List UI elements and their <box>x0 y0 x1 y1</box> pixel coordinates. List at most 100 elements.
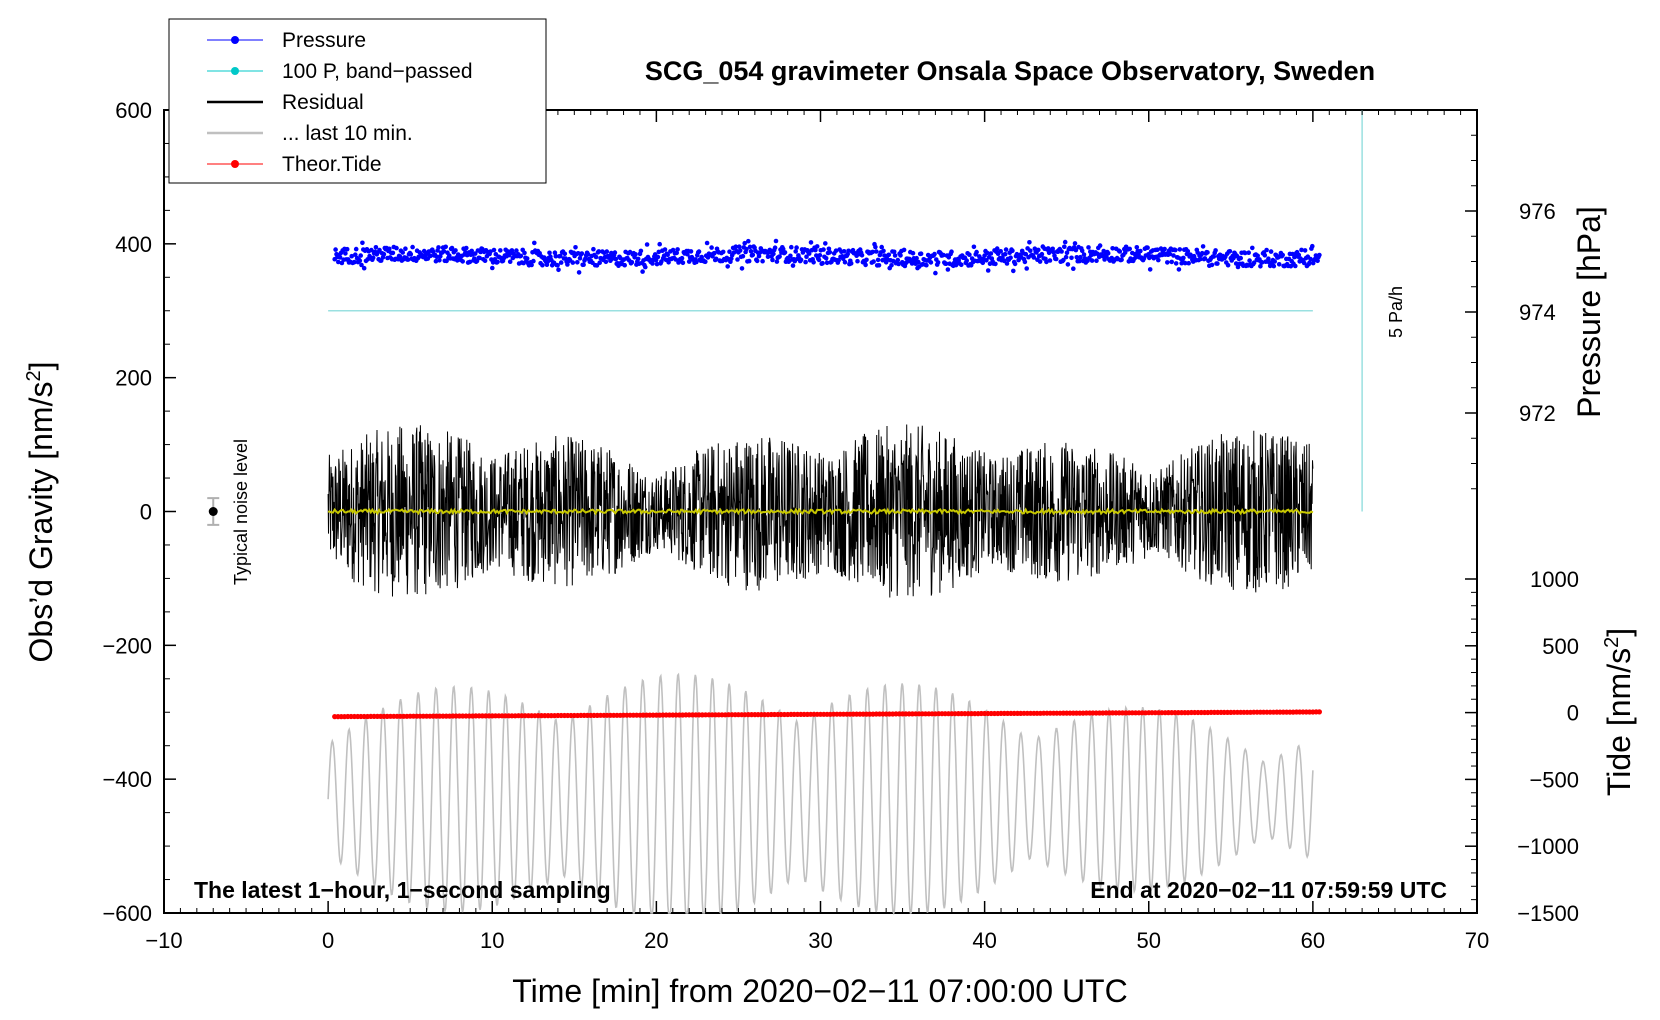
pressure-point <box>1173 261 1179 266</box>
pressure-point <box>613 256 619 262</box>
pressure-point <box>532 240 537 246</box>
tide-tick-label: 500 <box>1542 634 1579 659</box>
pressure-point <box>675 247 680 252</box>
y-axis-label-tide: Tide [nm/s2] <box>1601 628 1637 796</box>
pressure-point <box>397 254 403 260</box>
pressure-point <box>993 261 998 267</box>
rate-marker-label: 5 Pa/h <box>1386 286 1406 338</box>
pressure-point <box>545 259 551 264</box>
legend-label: Theor.Tide <box>282 153 382 176</box>
pressure-point <box>555 263 560 268</box>
pressure-point <box>390 250 396 256</box>
pressure-point <box>1258 264 1263 269</box>
series-last-10-min <box>327 672 1314 916</box>
pressure-point <box>1064 250 1070 255</box>
noise-level-label: Typical noise level <box>231 439 251 585</box>
pressure-point <box>886 252 892 258</box>
pressure-point <box>1122 250 1128 255</box>
pressure-point <box>892 253 898 258</box>
pressure-point <box>467 259 473 265</box>
pressure-point <box>1176 267 1182 272</box>
pressure-point <box>1134 245 1140 250</box>
pressure-point <box>725 264 730 269</box>
pressure-point <box>635 256 641 262</box>
pressure-point <box>674 250 679 256</box>
y-tick-label: 400 <box>115 232 152 257</box>
pressure-point <box>575 260 580 265</box>
noise-point <box>208 507 218 516</box>
pressure-point <box>1062 239 1068 245</box>
pressure-point <box>428 253 433 259</box>
pressure-point <box>859 253 865 258</box>
pressure-point <box>622 262 627 268</box>
pressure-point <box>558 260 564 265</box>
pressure-point <box>748 249 754 254</box>
pressure-point <box>1073 247 1079 253</box>
pressure-point <box>603 259 609 265</box>
pressure-point <box>1276 262 1282 267</box>
pressure-point <box>679 255 685 261</box>
pressure-point <box>531 258 536 264</box>
pressure-point <box>495 259 500 265</box>
y-tick-label: −400 <box>102 767 152 792</box>
pressure-point <box>712 250 717 256</box>
pressure-point <box>747 244 753 250</box>
pressure-point <box>875 257 881 263</box>
pressure-point <box>1069 255 1074 261</box>
pressure-point <box>703 259 708 265</box>
pressure-point <box>556 267 561 273</box>
pressure-point <box>1028 248 1033 253</box>
pressure-point <box>916 259 921 265</box>
pressure-point <box>1266 256 1271 262</box>
pressure-point <box>1147 267 1153 272</box>
pressure-point <box>794 245 799 250</box>
pressure-point <box>1264 247 1269 253</box>
pressure-point <box>876 263 882 268</box>
annotation-end-time: End at 2020−02−11 07:59:59 UTC <box>1090 877 1447 903</box>
pressure-point <box>369 247 374 253</box>
tide-point <box>1316 709 1322 715</box>
series-residual <box>327 424 1314 598</box>
pressure-point <box>840 256 846 262</box>
pressure-point <box>709 245 714 250</box>
pressure-point <box>1299 247 1304 253</box>
y-tick-label: −200 <box>102 633 152 658</box>
pressure-point <box>616 263 621 269</box>
legend-label: ... last 10 min. <box>282 122 413 145</box>
pressure-point <box>914 255 919 261</box>
pressure-point <box>898 253 903 258</box>
pressure-point <box>400 250 406 255</box>
pressure-point <box>1171 253 1176 258</box>
pressure-point <box>1156 257 1161 263</box>
pressure-point <box>988 251 994 256</box>
pressure-point <box>640 269 645 274</box>
legend-item: ... last 10 min. <box>207 122 413 145</box>
tide-tick-label: 1000 <box>1530 567 1579 592</box>
pressure-point <box>1209 262 1215 268</box>
pressure-point <box>1127 246 1132 252</box>
pressure-point <box>1211 254 1217 259</box>
pressure-point <box>744 246 749 252</box>
pressure-point <box>918 251 924 256</box>
pressure-point <box>498 248 503 253</box>
x-tick-label: 30 <box>808 928 832 953</box>
pressure-point <box>1145 245 1150 250</box>
legend: Pressure 100 P, band−passed Residual ... la… <box>168 18 547 184</box>
pressure-point <box>949 249 954 254</box>
pressure-point <box>788 253 793 259</box>
pressure-point <box>994 246 1000 251</box>
pressure-point <box>772 245 778 250</box>
pressure-point <box>824 260 830 266</box>
pressure-point <box>871 259 876 264</box>
pressure-point <box>1051 249 1056 255</box>
legend-label: 100 P, band−passed <box>282 60 473 83</box>
pressure-point <box>1238 255 1243 261</box>
pressure-point <box>1047 258 1053 263</box>
pressure-point <box>650 261 655 266</box>
pressure-point <box>644 242 650 247</box>
pressure-point <box>881 248 886 254</box>
x-tick-label: 0 <box>322 928 334 953</box>
pressure-point <box>750 252 756 258</box>
x-tick-label: −10 <box>145 928 182 953</box>
pressure-point <box>1053 256 1059 262</box>
